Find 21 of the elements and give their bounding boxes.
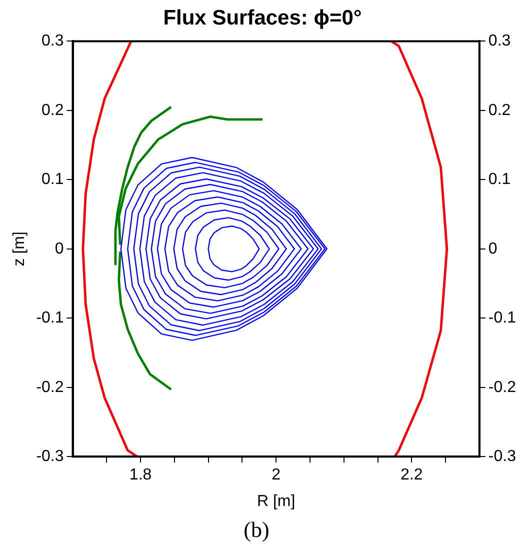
x-axis-title: R [m] bbox=[256, 492, 296, 510]
y-axis-title: z [m] bbox=[11, 232, 28, 266]
y2-tick-label: 0.3 bbox=[488, 32, 511, 50]
x-tick-label: 2.2 bbox=[400, 466, 423, 484]
y2-tick-label: -0.1 bbox=[488, 310, 516, 327]
y2-tick-label: 0.2 bbox=[488, 102, 511, 119]
y-tick-label: -0.1 bbox=[36, 310, 64, 327]
y2-tick-label: 0.1 bbox=[488, 171, 511, 188]
y2-tick-label: -0.2 bbox=[488, 378, 516, 396]
y-tick-label: 0.3 bbox=[42, 32, 64, 50]
y-tick-label: 0.1 bbox=[42, 171, 64, 188]
chart-title: Flux Surfaces: ϕ=0° bbox=[163, 6, 362, 30]
x-tick-label: 1.8 bbox=[129, 466, 152, 484]
y-tick-label: -0.3 bbox=[36, 448, 64, 466]
y-tick-label: -0.2 bbox=[36, 378, 64, 396]
text: (b) bbox=[242, 517, 270, 543]
y2-tick-label: 0 bbox=[488, 240, 498, 258]
y2-tick-label: -0.3 bbox=[488, 448, 516, 466]
x-tick-label: 2 bbox=[272, 466, 281, 484]
y-tick-label: 0.2 bbox=[42, 102, 64, 119]
y-tick-label: 0 bbox=[54, 240, 64, 258]
